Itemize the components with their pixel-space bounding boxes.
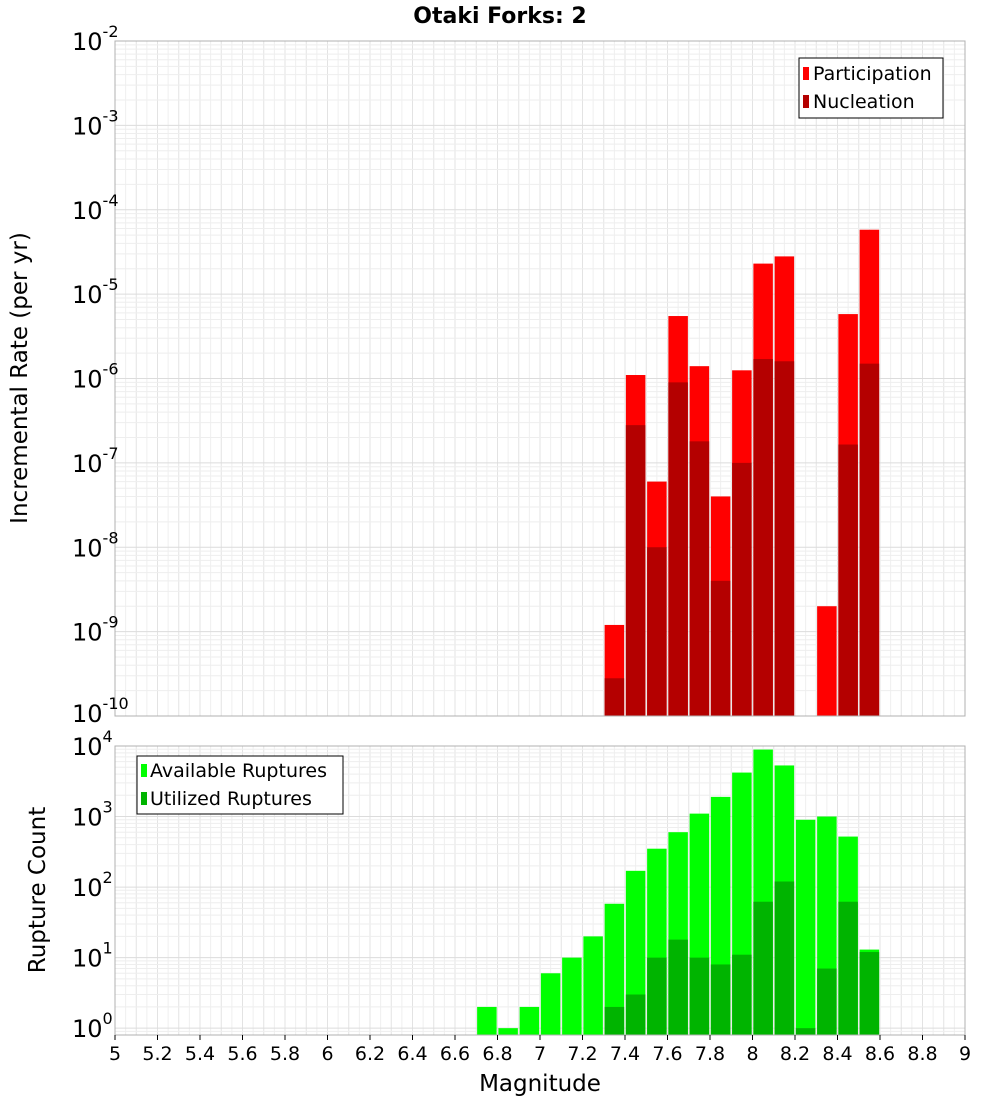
count-legend: Available Ruptures Utilized Ruptures	[136, 755, 344, 815]
rate-bar-series-2	[732, 462, 752, 716]
rate-legend: Participation Nucleation	[798, 57, 944, 119]
count-bar-series-2	[774, 881, 795, 1035]
count-y-tick-label: 100	[72, 1009, 113, 1043]
count-legend-box	[136, 755, 344, 815]
chart-title: Otaki Forks: 2	[413, 4, 587, 29]
count-panel: 100 101 102 103 104 5 5.2 5.4 5.6 5.8 6 6.2 6.4 6.6 6…	[25, 727, 971, 1097]
count-bar-series-1	[477, 1006, 497, 1035]
participation-legend-swatch	[803, 67, 809, 80]
count-bar-series-2	[838, 901, 858, 1035]
magnitude-x-tick-label: 7.4	[610, 1043, 640, 1065]
rate-bar-series-2	[604, 678, 625, 716]
rate-bar-series-2	[774, 361, 795, 716]
count-bar-series-1	[604, 903, 625, 1035]
rate-bar-series-2	[753, 359, 773, 716]
utilized-legend-swatch	[141, 792, 147, 805]
available-legend-swatch	[141, 764, 147, 777]
rate-bar-series-2	[647, 547, 667, 716]
count-bar-series-1	[583, 936, 603, 1035]
count-bar-series-1	[562, 957, 582, 1035]
x-axis-label: Magnitude	[479, 1071, 601, 1097]
rate-bar-series-1	[817, 606, 837, 716]
magnitude-x-tick-label: 6.2	[355, 1043, 385, 1065]
count-bar-series-2	[753, 901, 773, 1035]
rate-y-tick-label: 10-10	[72, 694, 129, 728]
rate-legend-box	[798, 57, 944, 119]
rate-y-tick-label: 10-3	[72, 106, 119, 140]
count-bar-series-2	[859, 952, 880, 1035]
magnitude-x-tick-label: 5.4	[185, 1043, 215, 1065]
rate-y-tick-label: 10-2	[72, 22, 119, 56]
count-bar-series-1	[625, 870, 646, 1035]
magnitude-x-tick-label: 8	[746, 1043, 758, 1065]
magnitude-x-tick-label: 7.2	[567, 1043, 597, 1065]
magnitude-x-tick-label: 7.8	[695, 1043, 725, 1065]
magnitude-x-tick-label: 6.4	[397, 1043, 427, 1065]
magnitude-x-tick-label: 7	[534, 1043, 546, 1065]
rate-bar-series-2	[859, 363, 880, 716]
magnitude-x-tick-label: 9	[959, 1043, 971, 1065]
magnitude-x-tick-label: 6	[321, 1043, 333, 1065]
count-y-ticks: 100 101 102 103 104	[72, 727, 113, 1043]
count-bar-series-2	[795, 1028, 816, 1035]
rate-bar-series-2	[625, 425, 646, 716]
rate-y-tick-label: 10-7	[72, 444, 119, 478]
count-y-tick-label: 104	[72, 727, 113, 761]
magnitude-x-tick-label: 6.6	[440, 1043, 470, 1065]
rate-bars	[604, 229, 880, 717]
count-bar-series-1	[540, 973, 561, 1035]
participation-legend-label: Participation	[813, 63, 932, 85]
count-bar-series-2	[817, 968, 837, 1035]
rate-bar-series-2	[689, 441, 710, 716]
nucleation-legend-swatch	[803, 95, 809, 108]
magnitude-x-tick-label: 6.8	[482, 1043, 512, 1065]
rate-y-tick-label: 10-6	[72, 360, 119, 394]
rate-y-tick-label: 10-8	[72, 528, 119, 562]
magnitude-x-ticks: 5 5.2 5.4 5.6 5.8 6 6.2 6.4 6.6 6.8 7 7.2 7.4 7.6 7.8 8…	[109, 1035, 971, 1065]
rate-grid	[114, 40, 966, 717]
count-y-tick-label: 102	[72, 868, 113, 902]
rate-y-tick-label: 10-9	[72, 613, 119, 647]
count-y-axis-label: Rupture Count	[25, 807, 51, 973]
count-bar-series-1	[498, 1028, 518, 1035]
rate-bar-series-2	[710, 580, 731, 716]
magnitude-x-tick-label: 8.4	[822, 1043, 852, 1065]
rate-y-ticks: 10-10 10-9 10-8 10-7 10-6 10-5 10-4 10-3 10-2	[72, 22, 129, 728]
count-bar-series-2	[710, 964, 731, 1035]
magnitude-x-tick-label: 5.8	[270, 1043, 300, 1065]
count-bar-series-2	[689, 957, 710, 1035]
magnitude-x-tick-label: 8.8	[907, 1043, 937, 1065]
count-bar-series-1	[519, 1006, 540, 1035]
magnitude-x-tick-label: 5.6	[227, 1043, 257, 1065]
utilized-legend-label: Utilized Ruptures	[150, 788, 312, 810]
rate-y-tick-label: 10-4	[72, 191, 119, 225]
count-bar-series-2	[732, 954, 752, 1035]
count-y-tick-label: 101	[72, 939, 113, 973]
count-bar-series-1	[795, 819, 816, 1035]
count-y-tick-label: 103	[72, 798, 113, 832]
count-bar-series-2	[604, 1006, 625, 1035]
rate-bar-series-2	[838, 444, 858, 716]
count-bar-series-2	[668, 939, 688, 1035]
rate-y-axis-label: Incremental Rate (per yr)	[7, 232, 33, 524]
magnitude-x-tick-label: 7.6	[652, 1043, 682, 1065]
magnitude-x-tick-label: 8.2	[780, 1043, 810, 1065]
rate-plot-frame	[114, 40, 966, 717]
rate-y-tick-label: 10-5	[72, 275, 119, 309]
rate-panel: 10-10 10-9 10-8 10-7 10-6 10-5 10-4 10-3 10-2 In…	[7, 22, 966, 728]
count-bars	[477, 749, 880, 1035]
count-bar-series-2	[647, 957, 667, 1035]
nucleation-legend-label: Nucleation	[813, 91, 915, 113]
magnitude-x-tick-label: 8.6	[865, 1043, 895, 1065]
rate-bar-series-2	[668, 382, 688, 716]
magnitude-x-tick-label: 5	[109, 1043, 121, 1065]
count-bar-series-2	[625, 994, 646, 1035]
available-legend-label: Available Ruptures	[150, 760, 327, 782]
magnitude-x-tick-label: 5.2	[142, 1043, 172, 1065]
